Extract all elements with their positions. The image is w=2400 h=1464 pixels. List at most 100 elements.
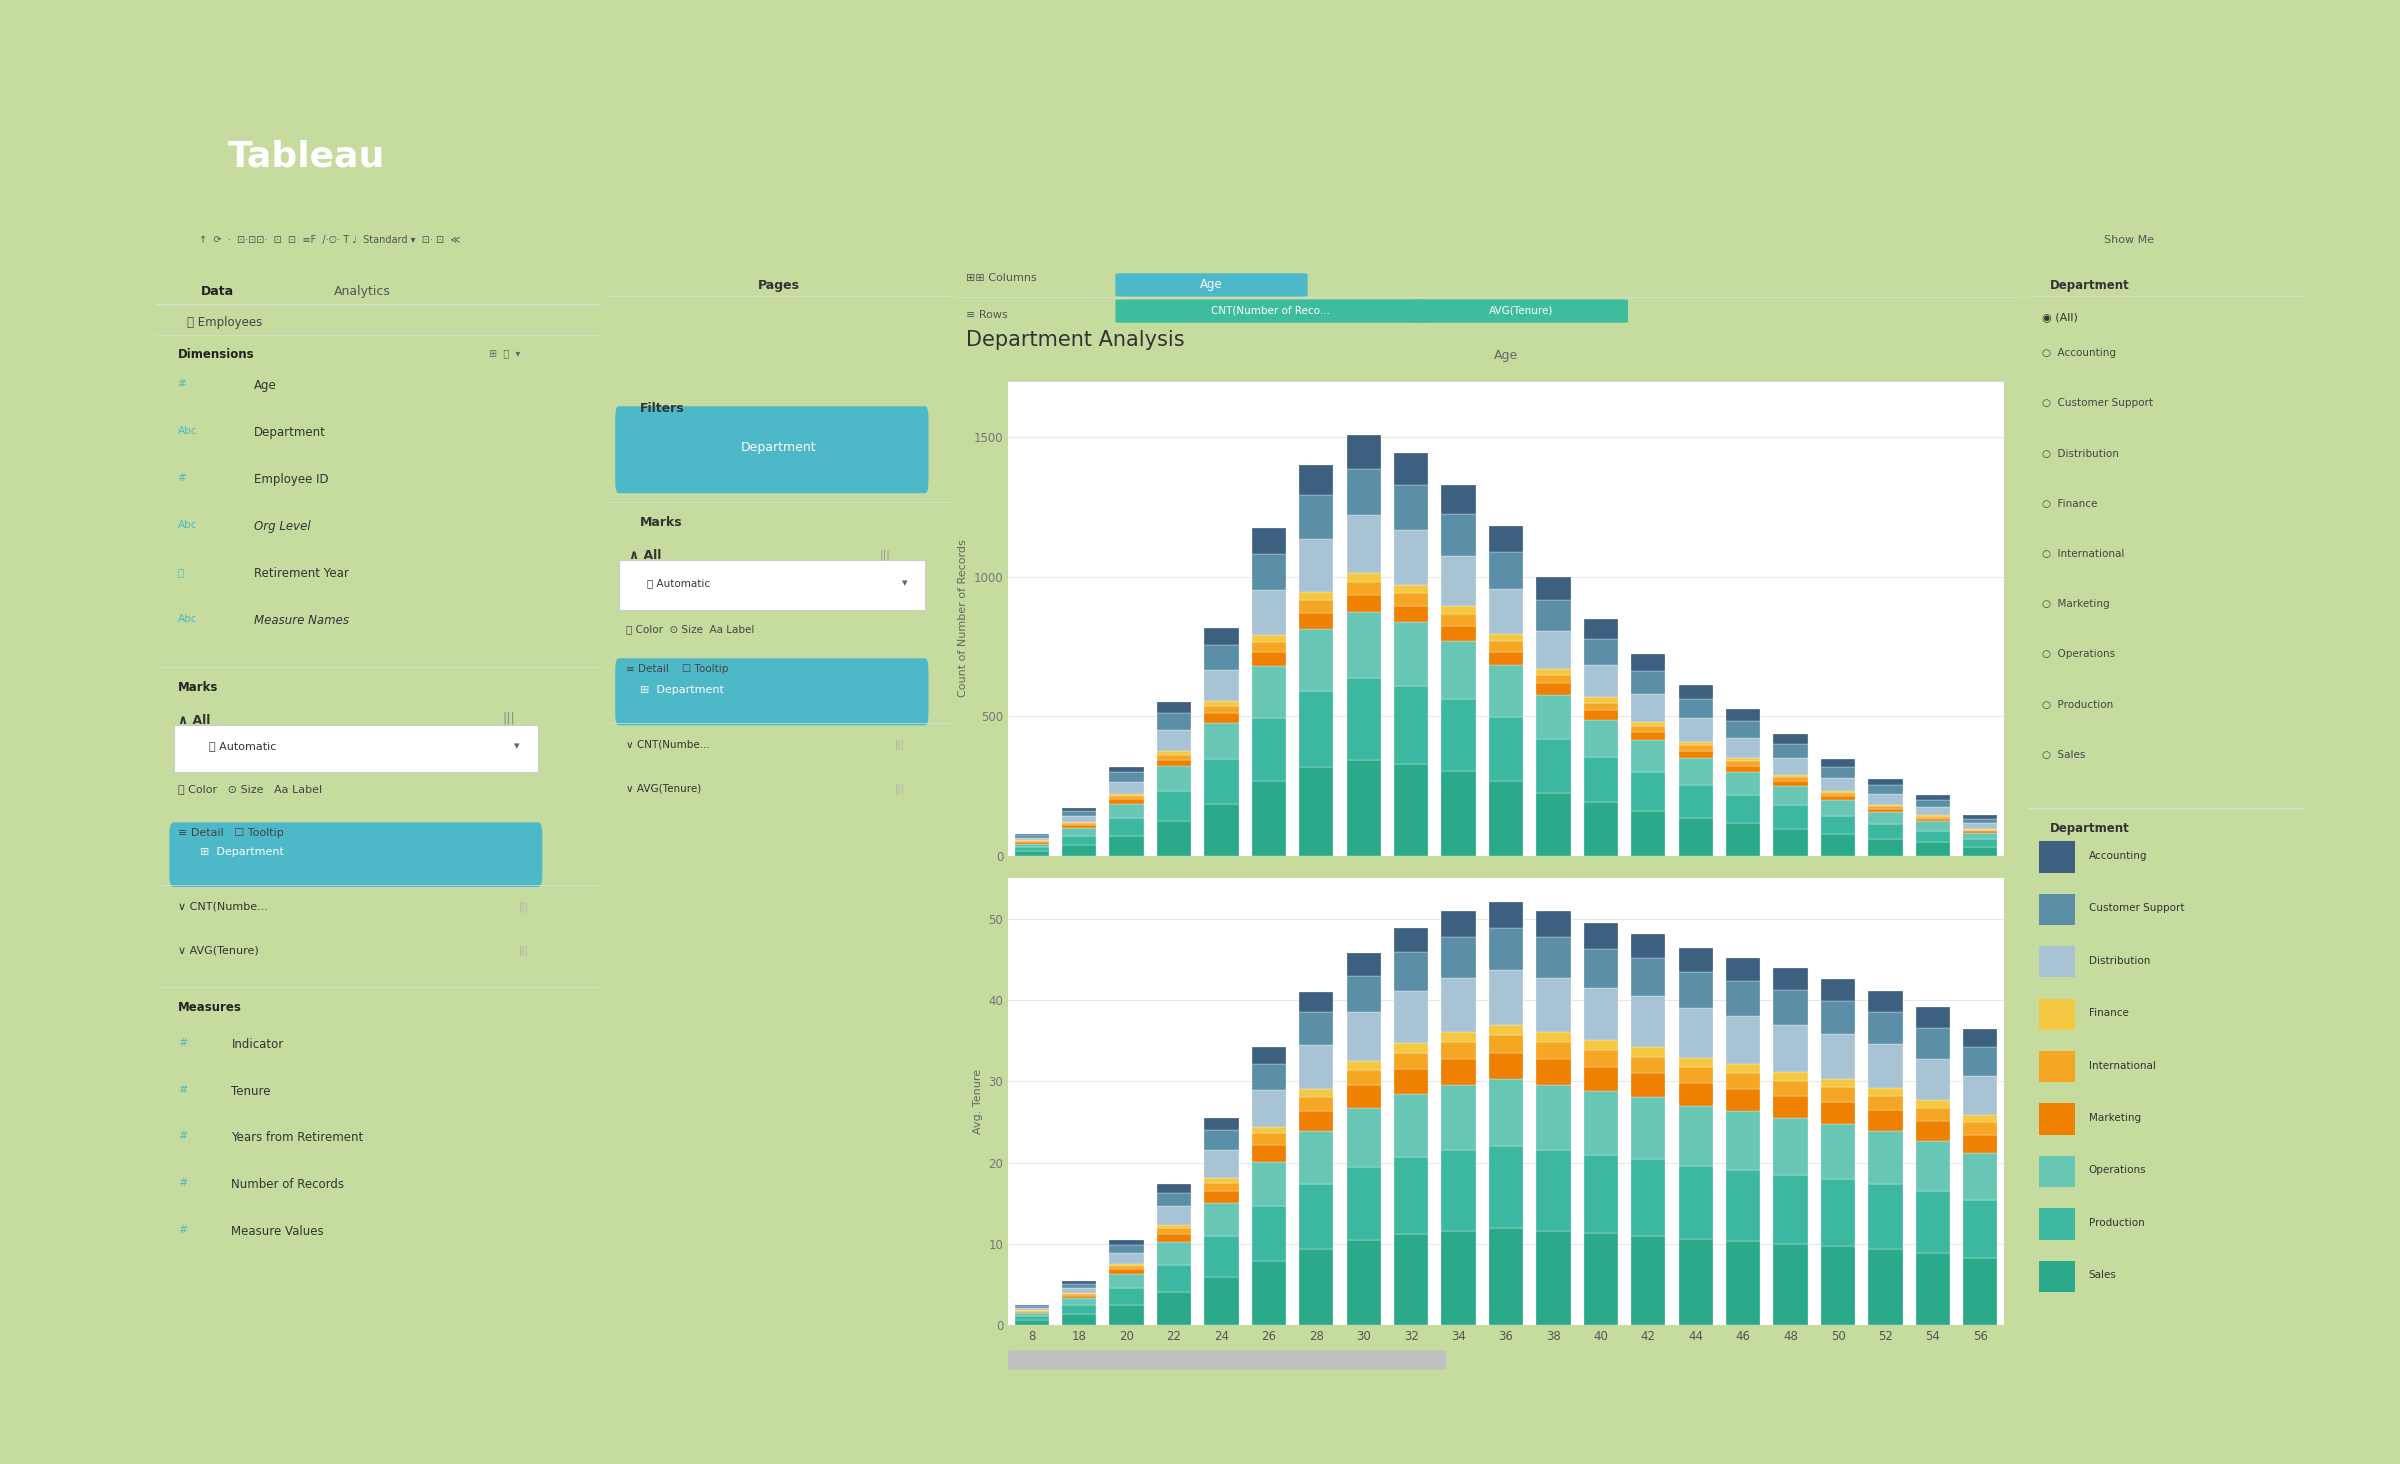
Bar: [1632, 726, 1666, 732]
Bar: [1109, 793, 1145, 796]
Text: |||: |||: [502, 712, 516, 725]
Bar: [1063, 1315, 1097, 1325]
Bar: [1726, 1170, 1759, 1241]
Bar: [1915, 799, 1949, 807]
Bar: [1394, 1053, 1428, 1069]
Bar: [1109, 1274, 1145, 1287]
Text: Measure Values: Measure Values: [230, 1225, 324, 1239]
Bar: [1632, 1236, 1666, 1325]
FancyBboxPatch shape: [614, 406, 929, 493]
Bar: [1915, 1140, 1949, 1192]
Bar: [1726, 1073, 1759, 1089]
Bar: [1774, 805, 1807, 829]
Bar: [1253, 653, 1286, 666]
FancyBboxPatch shape: [619, 561, 924, 610]
Text: Measures: Measures: [178, 1001, 242, 1015]
Bar: [1774, 829, 1807, 856]
Bar: [1442, 1231, 1476, 1325]
Bar: [1157, 760, 1190, 766]
Text: ○  Marketing: ○ Marketing: [2042, 599, 2110, 609]
Bar: [1253, 590, 1286, 635]
Bar: [1774, 1080, 1807, 1097]
Bar: [1726, 1089, 1759, 1111]
Bar: [1915, 807, 1949, 815]
Bar: [1867, 1088, 1903, 1097]
Bar: [1678, 949, 1714, 972]
Bar: [1915, 830, 1949, 842]
Bar: [1774, 1073, 1807, 1080]
Bar: [1584, 720, 1618, 757]
Text: ≡ Rows: ≡ Rows: [965, 310, 1008, 321]
Bar: [1253, 641, 1286, 653]
Bar: [1157, 791, 1190, 821]
Bar: [1205, 1130, 1238, 1151]
Text: 📊 Automatic: 📊 Automatic: [209, 741, 276, 751]
Bar: [1442, 1032, 1476, 1042]
Text: Data: Data: [202, 284, 233, 297]
Text: Employee ID: Employee ID: [254, 473, 329, 486]
Bar: [1536, 669, 1570, 675]
Bar: [1488, 969, 1524, 1025]
Bar: [1157, 1228, 1190, 1234]
Bar: [1298, 591, 1334, 600]
Bar: [1822, 1179, 1855, 1246]
Text: #: #: [178, 1179, 187, 1189]
Text: #: #: [178, 379, 194, 389]
Text: Finance: Finance: [2088, 1009, 2129, 1017]
Text: ○  Distribution: ○ Distribution: [2042, 448, 2119, 458]
Bar: [1157, 1241, 1190, 1265]
Bar: [1488, 665, 1524, 717]
Text: Tenure: Tenure: [230, 1085, 271, 1098]
Bar: [1488, 1146, 1524, 1228]
Bar: [1298, 539, 1334, 591]
Bar: [1867, 1130, 1903, 1184]
Bar: [1915, 1058, 1949, 1099]
Bar: [1109, 1266, 1145, 1269]
Text: 📅: 📅: [178, 567, 187, 577]
Bar: [1536, 684, 1570, 695]
Bar: [1915, 817, 1949, 818]
Bar: [1774, 733, 1807, 744]
Bar: [1346, 581, 1380, 594]
Bar: [1253, 1091, 1286, 1127]
Bar: [1063, 829, 1097, 836]
Bar: [1963, 823, 1997, 829]
Text: Indicator: Indicator: [230, 1038, 283, 1051]
Bar: [1915, 795, 1949, 799]
Bar: [1015, 1321, 1049, 1325]
Bar: [1394, 1094, 1428, 1157]
FancyBboxPatch shape: [614, 659, 929, 725]
Bar: [1726, 981, 1759, 1016]
Bar: [1915, 1192, 1949, 1253]
Bar: [1678, 1067, 1714, 1082]
Bar: [1346, 1061, 1380, 1070]
Bar: [1867, 779, 1903, 785]
Bar: [1442, 1151, 1476, 1231]
Bar: [1915, 1099, 1949, 1108]
Bar: [1298, 1184, 1334, 1249]
Bar: [1346, 1013, 1380, 1061]
Bar: [1678, 1239, 1714, 1325]
FancyBboxPatch shape: [2040, 1051, 2076, 1082]
Text: Department: Department: [2050, 823, 2129, 836]
FancyBboxPatch shape: [2040, 1104, 2076, 1135]
Bar: [1963, 1258, 1997, 1325]
Bar: [1109, 772, 1145, 782]
Bar: [1015, 1307, 1049, 1310]
Bar: [1584, 1091, 1618, 1155]
Bar: [1253, 529, 1286, 553]
Bar: [1963, 839, 1997, 848]
Bar: [1822, 1034, 1855, 1079]
Bar: [1867, 805, 1903, 807]
Bar: [1488, 641, 1524, 651]
Bar: [1109, 836, 1145, 856]
Bar: [1822, 777, 1855, 791]
Bar: [1205, 1277, 1238, 1325]
Bar: [1678, 698, 1714, 719]
Bar: [1726, 795, 1759, 823]
Bar: [1442, 641, 1476, 700]
Text: #: #: [178, 1132, 187, 1142]
FancyBboxPatch shape: [2040, 946, 2076, 978]
Bar: [1774, 968, 1807, 991]
Bar: [1253, 1133, 1286, 1145]
